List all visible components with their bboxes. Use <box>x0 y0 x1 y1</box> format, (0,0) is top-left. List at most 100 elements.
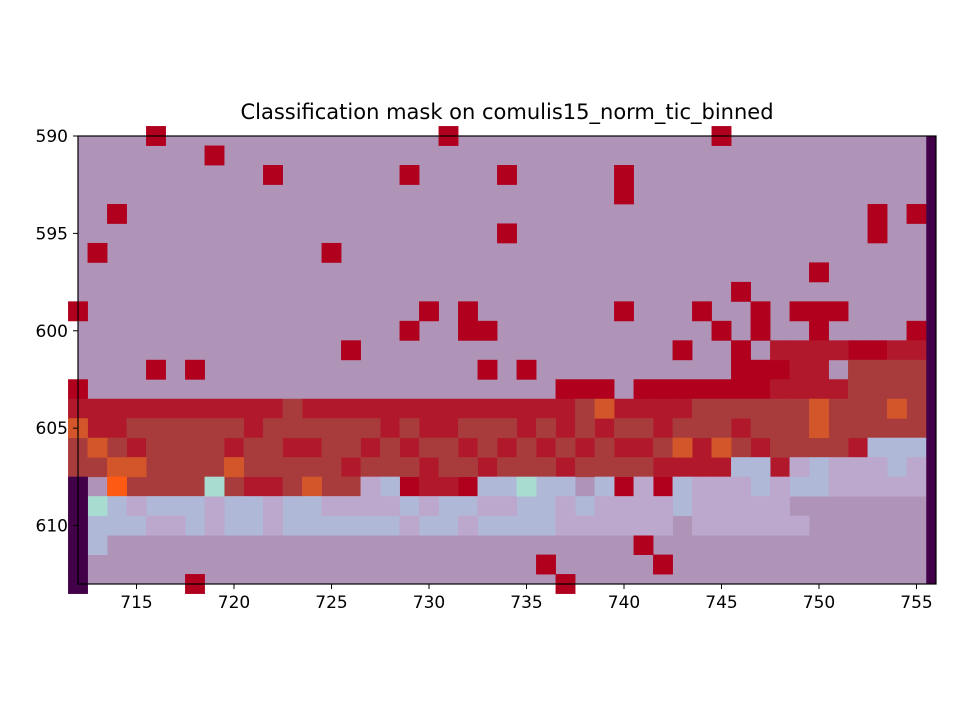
heatmap-cell <box>887 457 907 478</box>
heatmap-cell <box>516 457 537 478</box>
heatmap-cell <box>263 476 283 497</box>
heatmap-cell <box>809 359 829 380</box>
heatmap-cell <box>477 320 498 341</box>
heatmap-cell <box>87 418 108 439</box>
heatmap-cell <box>224 437 244 458</box>
heatmap-cell <box>419 476 439 497</box>
heatmap-cell <box>672 340 693 361</box>
heatmap-cell <box>107 398 127 419</box>
heatmap-cell <box>419 496 439 517</box>
heatmap-cell <box>399 320 420 341</box>
heatmap-cell <box>731 476 751 497</box>
heatmap-cell <box>536 398 556 419</box>
heatmap-cell <box>107 437 127 458</box>
heatmap-cell <box>360 496 381 517</box>
heatmap-cell <box>653 457 673 478</box>
heatmap-cell <box>750 457 771 478</box>
heatmap-cell <box>887 340 907 361</box>
x-tick-label: 735 <box>510 593 542 613</box>
heatmap-cell <box>692 496 712 517</box>
heatmap-cell <box>711 457 732 478</box>
heatmap-cell <box>633 515 654 536</box>
heatmap-cell <box>809 437 829 458</box>
heatmap-cell <box>867 379 888 400</box>
heatmap-cell <box>731 515 751 536</box>
x-tick-label: 740 <box>608 593 640 613</box>
heatmap-cell <box>750 398 771 419</box>
heatmap-cell <box>107 203 127 224</box>
heatmap-cells <box>68 126 936 594</box>
heatmap-cell <box>458 457 478 478</box>
heatmap-cell <box>243 476 264 497</box>
heatmap-cell <box>692 457 712 478</box>
heatmap-cell <box>828 398 849 419</box>
heatmap-cell <box>692 398 712 419</box>
heatmap-cell <box>575 379 595 400</box>
heatmap-cell <box>867 223 888 244</box>
heatmap-cell <box>204 515 225 536</box>
heatmap-cell <box>731 359 751 380</box>
heatmap-cell <box>575 398 595 419</box>
heatmap-cell <box>458 320 478 341</box>
heatmap-cell <box>263 437 283 458</box>
heatmap-cell <box>711 418 732 439</box>
y-tick-label: 610 <box>36 517 68 537</box>
heatmap-cell <box>146 437 166 458</box>
heatmap-cell <box>282 515 303 536</box>
heatmap-cell <box>126 515 147 536</box>
heatmap-cell <box>321 418 342 439</box>
heatmap-cell <box>594 379 615 400</box>
heatmap-cell <box>458 398 478 419</box>
heatmap-cell <box>360 457 381 478</box>
heatmap-cell <box>614 184 634 205</box>
heatmap-cell <box>614 398 634 419</box>
heatmap-cell <box>536 437 556 458</box>
heatmap-cell <box>380 496 400 517</box>
heatmap-cell <box>497 165 517 185</box>
heatmap-cell <box>731 340 751 361</box>
heatmap-cell <box>458 437 478 458</box>
heatmap-cell <box>185 515 205 536</box>
heatmap-cell <box>243 398 264 419</box>
heatmap-cell <box>341 457 361 478</box>
heatmap-cell <box>633 535 654 555</box>
heatmap-cell <box>399 476 420 497</box>
heatmap-cell <box>204 496 225 517</box>
heatmap-cell <box>789 398 810 419</box>
heatmap-cell <box>711 320 732 341</box>
heatmap-cell <box>770 496 790 517</box>
heatmap-cell <box>126 496 147 517</box>
heatmap-cell <box>672 398 693 419</box>
heatmap-cell <box>438 398 459 419</box>
heatmap-cell <box>321 437 342 458</box>
heatmap-cell <box>399 457 420 478</box>
heatmap-cell <box>458 418 478 439</box>
heatmap-cell <box>497 437 517 458</box>
heatmap-cell <box>360 515 381 536</box>
heatmap-cell <box>165 457 186 478</box>
heatmap-cell <box>633 437 654 458</box>
heatmap-cell <box>438 515 459 536</box>
heatmap-cell <box>614 301 634 322</box>
heatmap-cell <box>399 437 420 458</box>
heatmap-cell <box>224 418 244 439</box>
heatmap-cell <box>809 457 829 478</box>
heatmap-cell <box>438 457 459 478</box>
heatmap-cell <box>516 515 537 536</box>
heatmap-cell <box>848 418 868 439</box>
heatmap-cell <box>828 340 849 361</box>
heatmap-cell <box>302 515 322 536</box>
heatmap-cell <box>887 437 907 458</box>
heatmap-cell <box>380 398 400 419</box>
heatmap-cell <box>692 437 712 458</box>
heatmap-cell <box>321 515 342 536</box>
heatmap-cell <box>438 418 459 439</box>
heatmap-cell <box>828 301 849 322</box>
heatmap-cell <box>282 496 303 517</box>
heatmap-cell <box>282 457 303 478</box>
heatmap-cell <box>419 457 439 478</box>
heatmap-cell <box>263 165 283 185</box>
heatmap-cell <box>165 437 186 458</box>
heatmap-cell <box>906 359 927 380</box>
